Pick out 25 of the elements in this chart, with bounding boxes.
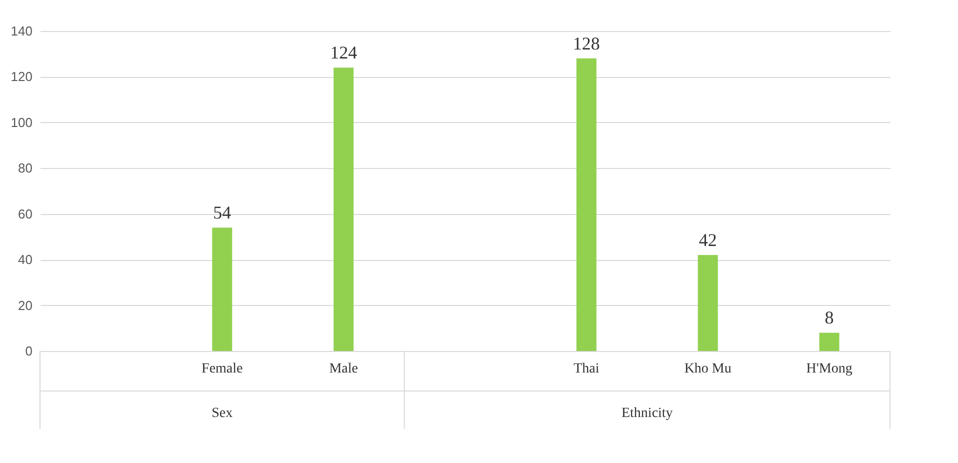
data-label: 124	[330, 42, 358, 63]
y-tick-label: 100	[10, 114, 32, 130]
data-label: 8	[824, 308, 834, 328]
y-tick-label: 20	[18, 298, 32, 313]
x-tick-label: Female	[202, 362, 243, 376]
bar	[698, 255, 718, 351]
bar	[576, 58, 596, 351]
y-tick-label: 60	[18, 206, 32, 222]
y-tick-label: 80	[18, 160, 32, 176]
bar	[334, 68, 354, 351]
y-tick-label: 140	[10, 24, 32, 38]
x-tick-label: H'Mong	[806, 362, 852, 376]
text: Ethnicity	[621, 406, 673, 421]
x-tick-label: Thai	[574, 362, 600, 376]
data-label: 128	[572, 33, 600, 54]
y-tick-label: 40	[18, 252, 32, 268]
bar	[819, 332, 840, 351]
y-tick-label: 0	[25, 344, 32, 358]
data-label: 54	[213, 202, 232, 223]
text: Sex	[212, 406, 233, 421]
x-tick-label: Kho Mu	[684, 362, 732, 376]
data-label: 42	[698, 230, 717, 250]
bar	[212, 228, 232, 351]
y-tick-label: 120	[10, 69, 32, 84]
x-tick-label: Male	[329, 362, 358, 376]
